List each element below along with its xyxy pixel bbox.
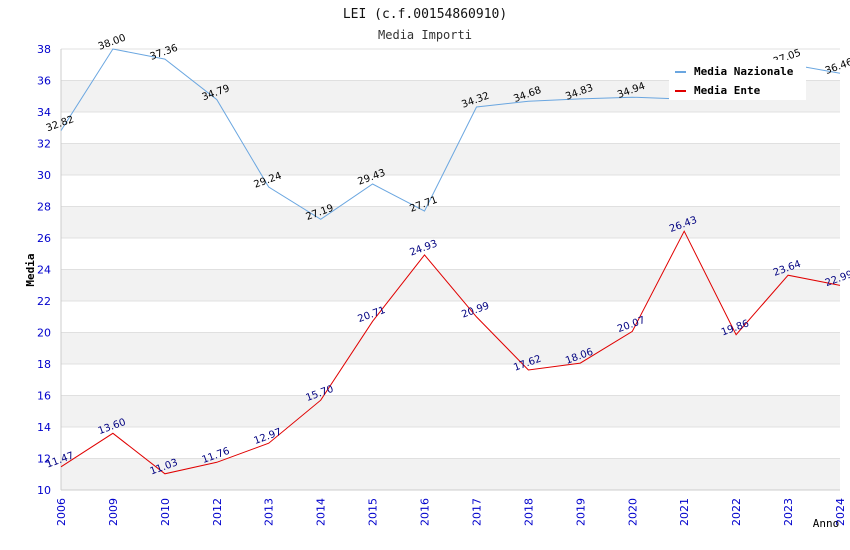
x-tick-label: 2009	[107, 498, 120, 526]
x-tick-label: 2024	[834, 498, 847, 526]
band-28	[61, 175, 840, 207]
y-tick-label: 26	[37, 232, 51, 245]
y-tick-label: 34	[37, 106, 51, 119]
y-tick-label: 16	[37, 390, 51, 403]
legend-label-nazionale: Media Nazionale	[694, 65, 794, 78]
y-tick-label: 14	[37, 421, 51, 434]
series-line-ente	[60, 230, 841, 475]
x-tick-label: 2019	[574, 498, 587, 526]
x-tick-label: 2006	[55, 498, 68, 526]
y-tick-label: 36	[37, 75, 51, 88]
gridlines	[61, 48, 840, 491]
band-10	[61, 458, 840, 490]
y-tick-label: 20	[37, 327, 51, 340]
background-bands	[61, 49, 840, 490]
y-tick-labels: 10 12 14 16 18 20 22 24 26 28 30 32 34 36 38	[37, 43, 51, 497]
band-20	[61, 301, 840, 333]
y-tick-label: 28	[37, 201, 51, 214]
x-tick-label: 2021	[678, 498, 691, 526]
chart-title: LEI (c.f.00154860910)	[343, 7, 507, 22]
x-tick-label: 2016	[419, 498, 432, 526]
y-tick-label: 18	[37, 358, 51, 371]
x-tick-label: 2015	[367, 498, 380, 526]
band-26	[61, 206, 840, 238]
band-24	[61, 238, 840, 270]
y-tick-label: 24	[37, 264, 51, 277]
y-tick-label: 38	[37, 43, 51, 56]
x-axis-title: Anno	[813, 517, 840, 530]
legend: Media Nazionale Media Ente	[669, 60, 806, 100]
band-32	[61, 112, 840, 144]
legend-box	[669, 60, 806, 100]
y-tick-label: 32	[37, 138, 51, 151]
x-tick-label: 2017	[470, 498, 483, 526]
x-tick-label: 2012	[211, 498, 224, 526]
x-tick-label: 2018	[522, 498, 535, 526]
x-tick-label: 2010	[159, 498, 172, 526]
band-18	[61, 332, 840, 364]
x-tick-label: 2023	[782, 498, 795, 526]
y-tick-label: 12	[37, 453, 51, 466]
y-axis-title: Media	[24, 253, 37, 286]
legend-label-ente: Media Ente	[694, 84, 761, 97]
y-tick-label: 22	[37, 295, 51, 308]
chart-subtitle: Media Importi	[378, 28, 472, 42]
band-12	[61, 427, 840, 459]
y-tick-label: 10	[37, 484, 51, 497]
x-tick-label: 2020	[626, 498, 639, 526]
x-tick-label: 2013	[263, 498, 276, 526]
x-tick-labels: 2006 2009 2010 2012 2013 2014 2015 2016 2017 2018…	[55, 498, 847, 526]
band-14	[61, 395, 840, 427]
y-tick-label: 30	[37, 169, 51, 182]
x-tick-label: 2022	[730, 498, 743, 526]
x-tick-label: 2014	[315, 498, 328, 526]
band-16	[61, 364, 840, 396]
